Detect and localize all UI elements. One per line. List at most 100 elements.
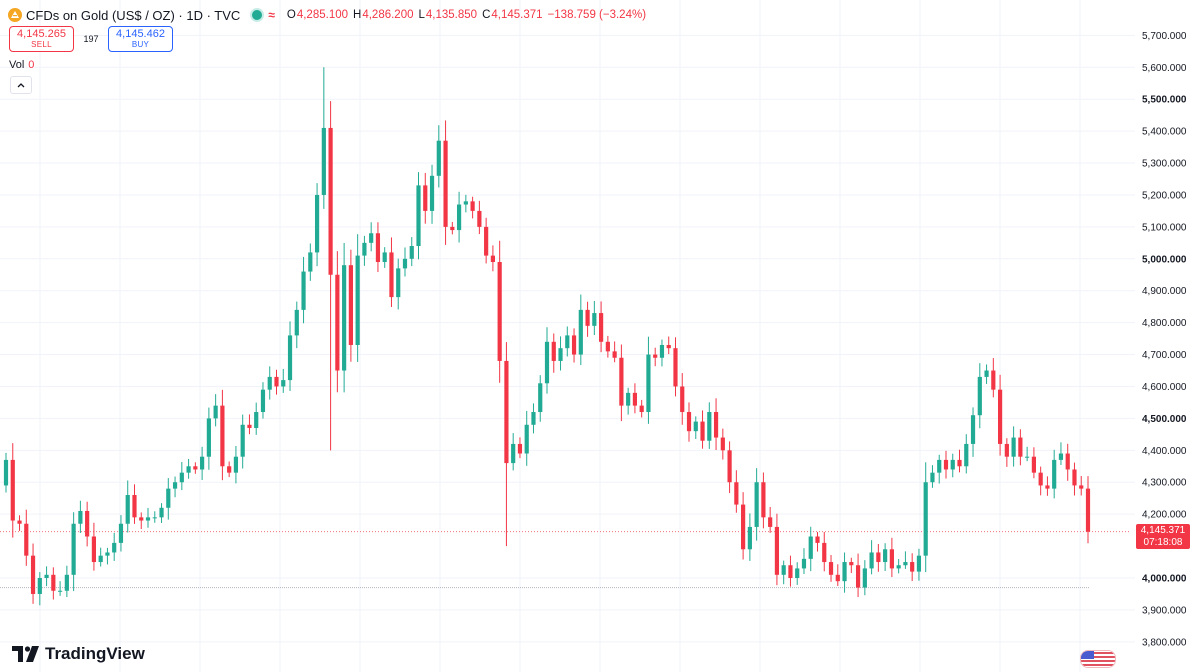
price-tick-label: 4,400.000 [1142, 446, 1187, 457]
sell-button[interactable]: 4,145.265 SELL [9, 26, 74, 52]
candle-body [511, 443, 516, 464]
tradingview-logo[interactable]: TradingView [12, 644, 145, 664]
candle-body [592, 313, 597, 326]
volume-value: 0 [28, 59, 35, 71]
candle-body [139, 517, 144, 521]
candle-body [524, 424, 529, 454]
candle-body [964, 443, 969, 467]
candle-body [44, 574, 49, 578]
symbol-title[interactable]: CFDs on Gold (US$ / OZ) · 1D · TVC [26, 7, 241, 23]
candle-body [531, 412, 536, 425]
candle-body [429, 175, 435, 211]
candle-body [58, 590, 63, 592]
candle-body [984, 370, 989, 377]
candle-body [808, 536, 813, 559]
candle-body [51, 574, 56, 591]
candle-body [991, 370, 996, 390]
candle-body [30, 555, 36, 594]
price-tick-label: 5,000.000 [1142, 254, 1187, 265]
candle-body [504, 360, 509, 464]
candle-body [436, 140, 441, 176]
open-value: 4,285.100 [296, 9, 349, 21]
volume-label: Vol [9, 59, 25, 71]
candle-body [355, 255, 360, 345]
candle-body [98, 555, 103, 563]
candle-body [3, 459, 9, 486]
candle-body [220, 405, 225, 467]
price-tick-label: 3,800.000 [1142, 637, 1187, 648]
candle-body [835, 574, 840, 582]
candle-body [1011, 437, 1016, 457]
live-status-icon [252, 10, 263, 20]
candle-body [815, 536, 820, 543]
candle-body [166, 488, 171, 508]
candle-body [423, 185, 428, 211]
candle-body [10, 459, 15, 521]
candle-body [281, 380, 286, 387]
candle-body [375, 233, 381, 262]
candle-body [578, 309, 583, 355]
candle-body [233, 456, 239, 473]
candle-body [686, 412, 692, 432]
candle-body [1031, 456, 1036, 473]
candle-body [477, 210, 482, 227]
candle-body [693, 421, 698, 432]
candle-body [639, 405, 644, 413]
candle-body [707, 412, 712, 441]
candle-body [227, 466, 232, 473]
candle-body [24, 523, 29, 556]
candle-body [720, 437, 725, 451]
candle-body [605, 341, 610, 352]
us-flag-icon[interactable] [1080, 650, 1116, 668]
candle-body [768, 517, 773, 527]
buy-button[interactable]: 4,145.462 BUY [108, 26, 173, 52]
candle-body [159, 507, 164, 518]
candle-body [801, 558, 807, 569]
candle-body [78, 510, 83, 524]
candle-body [896, 565, 901, 569]
sell-price: 4,145.265 [17, 28, 66, 40]
candle-body [416, 185, 421, 247]
candle-body [565, 335, 570, 349]
chevron-up-icon [17, 83, 25, 88]
candle-body [71, 523, 76, 575]
candle-body [673, 348, 678, 387]
candle-body [179, 472, 184, 483]
candle-body [916, 555, 922, 572]
candle-body [294, 309, 299, 336]
candle-body [653, 354, 658, 358]
candle-body [774, 526, 780, 575]
legend-header: CFDs on Gold (US$ / OZ) · 1D · TVC ≈ O4,… [8, 6, 646, 24]
candle-body [970, 415, 976, 444]
candle-body [443, 140, 448, 227]
candle-body [64, 574, 69, 591]
candle-body [883, 549, 888, 563]
close-label: C [482, 9, 491, 21]
price-axis[interactable]: 5,700.000 5,600.000 5,500.000 5,400.000 5,30… [1142, 31, 1187, 648]
candle-body [1004, 443, 1009, 457]
candle-body [145, 517, 151, 521]
candle-body [943, 459, 949, 470]
candle-body [152, 517, 157, 519]
candle-body [734, 482, 739, 505]
candle-body [335, 274, 340, 371]
candle-body [680, 386, 685, 413]
candle-body [930, 472, 935, 483]
candle-body [632, 392, 638, 406]
collapse-legend-button[interactable] [10, 76, 32, 94]
candle-body [517, 443, 523, 454]
candle-body [470, 201, 475, 211]
candle-body [1018, 437, 1023, 457]
candle-body [544, 341, 550, 384]
candle-body [666, 344, 671, 349]
candle-body [463, 201, 468, 205]
candle-body [828, 562, 834, 575]
candle-body [1065, 453, 1070, 470]
high-value: 4,286.200 [362, 9, 414, 21]
candle-body [1038, 472, 1043, 486]
candle-body [274, 376, 279, 387]
candle-body [490, 255, 495, 262]
candle-body [287, 335, 293, 381]
candle-body [172, 482, 178, 489]
